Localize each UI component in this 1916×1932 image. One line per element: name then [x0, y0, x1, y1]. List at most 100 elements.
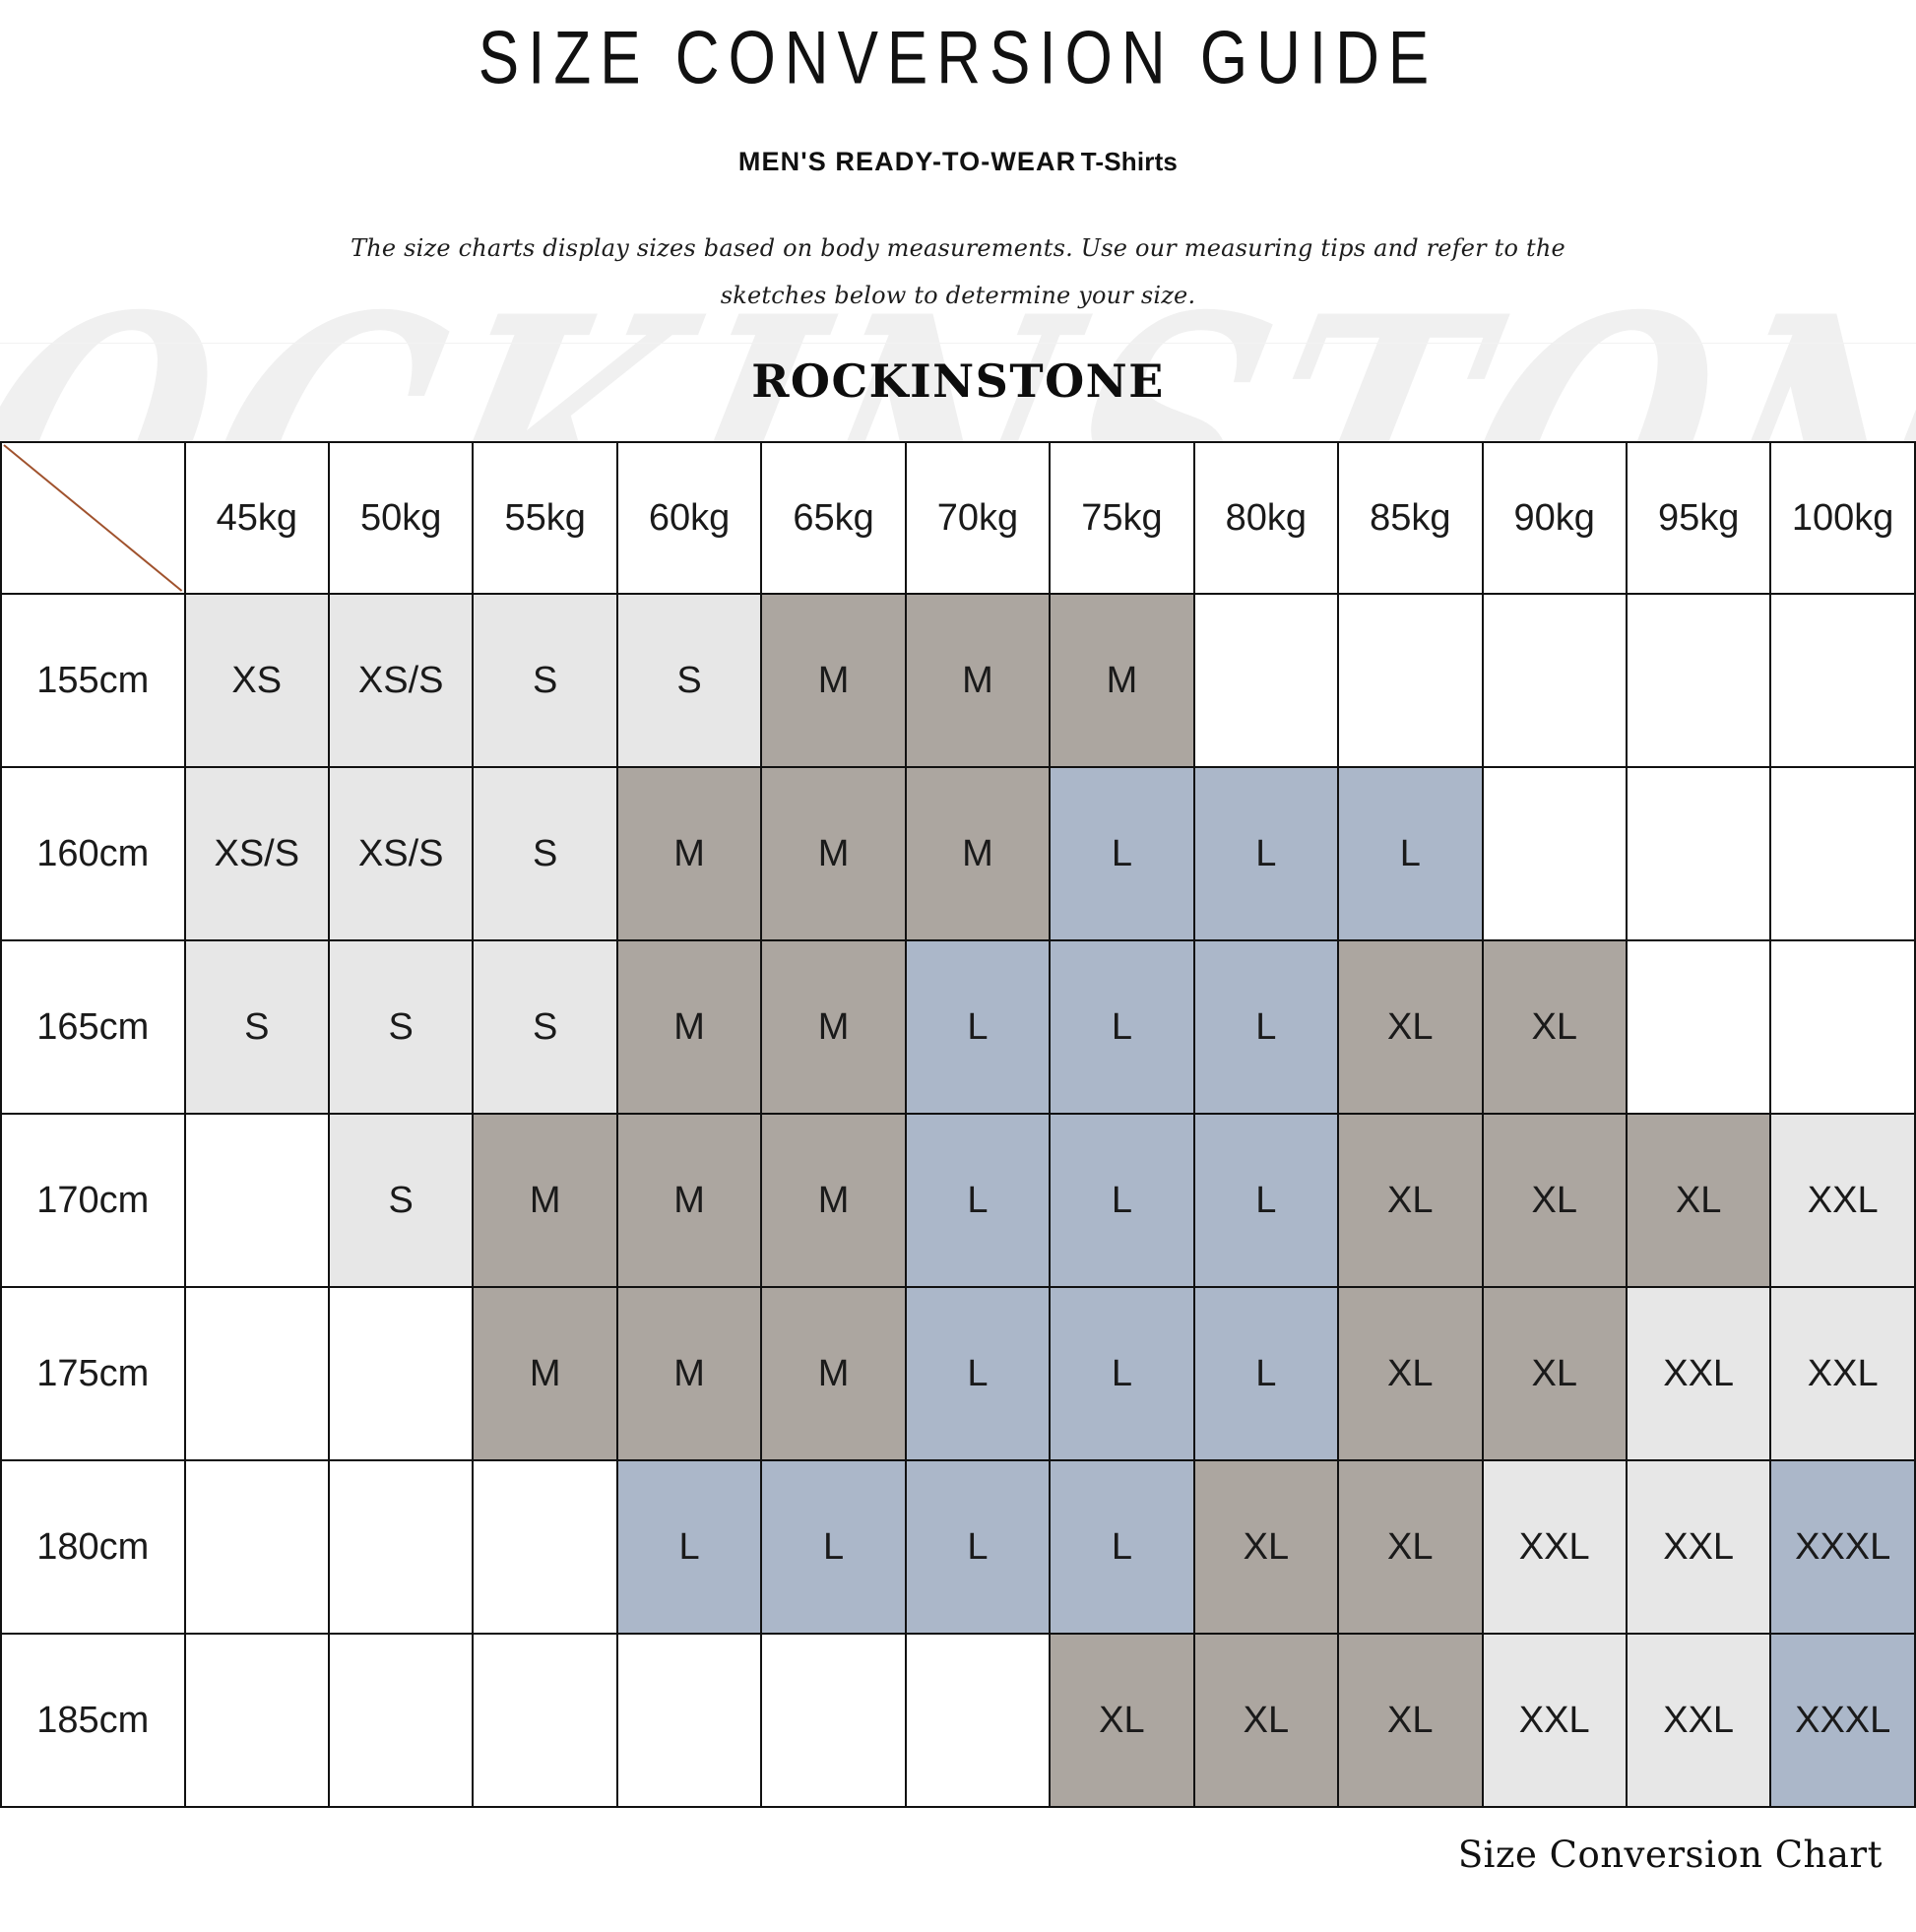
size-cell-175cm-100kg: XXL [1769, 1286, 1916, 1461]
size-cell-180cm-80kg: XL [1192, 1459, 1340, 1635]
table-row: 185cm XL XL XL XXL XXL XXXL [0, 1633, 1916, 1808]
weight-header-80kg: 80kg [1192, 441, 1340, 595]
size-cell-160cm-85kg: L [1337, 766, 1484, 941]
description-text: The size charts display sizes based on b… [351, 234, 1565, 309]
size-cell-160cm-75kg: L [1049, 766, 1195, 941]
height-header-160cm: 160cm [0, 766, 186, 941]
weight-header-95kg: 95kg [1625, 441, 1772, 595]
size-cell-empty [183, 1459, 331, 1635]
size-cell-185cm-85kg: XL [1337, 1633, 1484, 1808]
size-cell-185cm-100kg: XXXL [1769, 1633, 1916, 1808]
size-cell-175cm-90kg: XL [1481, 1286, 1628, 1461]
size-cell-160cm-65kg: M [760, 766, 907, 941]
size-cell-185cm-90kg: XXL [1481, 1633, 1628, 1808]
size-cell-empty [1769, 593, 1916, 768]
size-cell-160cm-45kg: XS/S [183, 766, 331, 941]
size-cell-175cm-85kg: XL [1337, 1286, 1484, 1461]
size-cell-180cm-90kg: XXL [1481, 1459, 1628, 1635]
size-cell-160cm-80kg: L [1192, 766, 1340, 941]
size-cell-175cm-95kg: XXL [1625, 1286, 1772, 1461]
size-cell-160cm-70kg: M [904, 766, 1052, 941]
size-cell-160cm-50kg: XS/S [327, 766, 475, 941]
size-cell-175cm-65kg: M [760, 1286, 907, 1461]
weight-header-60kg: 60kg [615, 441, 763, 595]
size-cell-170cm-75kg: L [1049, 1113, 1195, 1288]
weight-header-45kg: 45kg [183, 441, 331, 595]
size-cell-155cm-65kg: M [760, 593, 907, 768]
weight-header-70kg: 70kg [904, 441, 1052, 595]
size-cell-170cm-50kg: S [327, 1113, 475, 1288]
brand-name: ROCKINSTONE [751, 354, 1165, 408]
corner-cell-diagonal [0, 441, 186, 595]
subtitle-category: MEN'S READY-TO-WEAR [737, 147, 1077, 176]
height-header-185cm: 185cm [0, 1633, 186, 1808]
size-cell-180cm-85kg: XL [1337, 1459, 1484, 1635]
table-row: 180cm L L L L XL XL XXL XXL XXXL [0, 1459, 1916, 1635]
size-cell-empty [1337, 593, 1484, 768]
size-cell-170cm-95kg: XL [1625, 1113, 1772, 1288]
size-cell-empty [327, 1633, 475, 1808]
footer-caption: Size Conversion Chart [1457, 1834, 1883, 1876]
size-cell-180cm-60kg: L [615, 1459, 763, 1635]
size-cell-180cm-75kg: L [1049, 1459, 1195, 1635]
height-header-155cm: 155cm [0, 593, 186, 768]
size-cell-165cm-60kg: M [615, 939, 763, 1115]
size-cell-165cm-75kg: L [1049, 939, 1195, 1115]
size-cell-165cm-45kg: S [183, 939, 331, 1115]
size-cell-empty [327, 1459, 475, 1635]
height-header-180cm: 180cm [0, 1459, 186, 1635]
size-cell-180cm-65kg: L [760, 1459, 907, 1635]
size-cell-empty [1625, 766, 1772, 941]
size-cell-empty [1481, 593, 1628, 768]
size-cell-165cm-65kg: M [760, 939, 907, 1115]
size-cell-170cm-80kg: L [1192, 1113, 1340, 1288]
size-cell-empty [1769, 939, 1916, 1115]
size-cell-170cm-70kg: L [904, 1113, 1052, 1288]
size-cell-175cm-60kg: M [615, 1286, 763, 1461]
size-cell-155cm-45kg: XS [183, 593, 331, 768]
weight-header-100kg: 100kg [1769, 441, 1916, 595]
weight-header-50kg: 50kg [327, 441, 475, 595]
size-conversion-table: 45kg 50kg 55kg 60kg 65kg 70kg 75kg 80kg 85kg 90kg… [0, 441, 1916, 1808]
weight-header-55kg: 55kg [472, 441, 618, 595]
height-header-170cm: 170cm [0, 1113, 186, 1288]
size-cell-empty [904, 1633, 1052, 1808]
size-cell-185cm-95kg: XXL [1625, 1633, 1772, 1808]
size-cell-185cm-75kg: XL [1049, 1633, 1195, 1808]
size-cell-empty [1769, 766, 1916, 941]
size-chart-container: 45kg 50kg 55kg 60kg 65kg 70kg 75kg 80kg 85kg 90kg… [0, 441, 1916, 1808]
size-cell-empty [760, 1633, 907, 1808]
size-cell-170cm-100kg: XXL [1769, 1113, 1916, 1288]
size-cell-165cm-50kg: S [327, 939, 475, 1115]
size-cell-empty [183, 1113, 331, 1288]
size-cell-155cm-75kg: M [1049, 593, 1195, 768]
size-cell-155cm-60kg: S [615, 593, 763, 768]
size-cell-empty [472, 1633, 618, 1808]
weight-header-75kg: 75kg [1049, 441, 1195, 595]
weight-header-85kg: 85kg [1337, 441, 1484, 595]
size-cell-160cm-60kg: M [615, 766, 763, 941]
page-title: SIZE CONVERSION GUIDE [478, 17, 1438, 100]
table-row: 155cm XS XS/S S S M M M [0, 593, 1916, 768]
table-row: 165cm S S S M M L L L XL XL [0, 939, 1916, 1115]
size-cell-165cm-80kg: L [1192, 939, 1340, 1115]
table-header-row: 45kg 50kg 55kg 60kg 65kg 70kg 75kg 80kg 85kg 90kg… [0, 441, 1916, 595]
weight-header-90kg: 90kg [1481, 441, 1628, 595]
size-cell-180cm-100kg: XXXL [1769, 1459, 1916, 1635]
table-row: 175cm M M M L L L XL XL XXL XXL [0, 1286, 1916, 1461]
table-row: 170cm S M M M L L L XL XL XL XXL [0, 1113, 1916, 1288]
weight-header-65kg: 65kg [760, 441, 907, 595]
size-cell-170cm-65kg: M [760, 1113, 907, 1288]
size-cell-empty [472, 1459, 618, 1635]
size-cell-empty [1625, 593, 1772, 768]
size-cell-empty [1625, 939, 1772, 1115]
size-cell-165cm-55kg: S [472, 939, 618, 1115]
size-guide-document: SIZE CONVERSION GUIDE MEN'S READY-TO-WEA… [0, 16, 1916, 1876]
size-cell-175cm-70kg: L [904, 1286, 1052, 1461]
size-cell-175cm-80kg: L [1192, 1286, 1340, 1461]
size-cell-empty [1481, 766, 1628, 941]
size-cell-155cm-50kg: XS/S [327, 593, 475, 768]
size-cell-empty [183, 1286, 331, 1461]
size-cell-155cm-55kg: S [472, 593, 618, 768]
size-cell-175cm-75kg: L [1049, 1286, 1195, 1461]
